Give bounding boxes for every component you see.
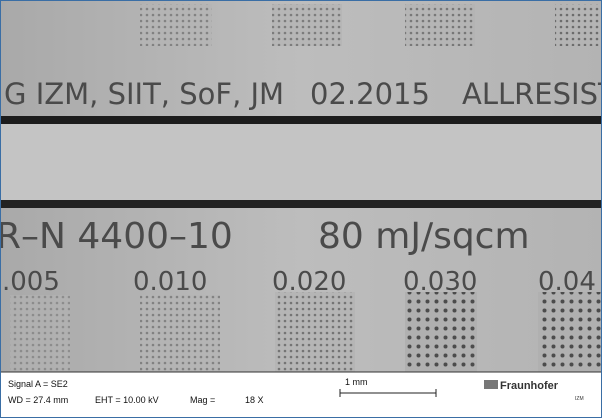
info-text: Mag = [190,395,215,405]
dark-band [0,116,602,124]
label-text: ALLRESIST [462,77,602,111]
dark-band [0,200,602,208]
page: G IZM, SIIT, SoF, JM 02.2015 ALLRESIST R… [0,0,602,418]
dose-label: 0.010 [133,267,207,297]
logo-mark [484,380,498,389]
dose-label: 0.04 [538,267,596,297]
dose-label: 0.020 [272,267,346,297]
info-text: 18 X [245,395,264,405]
logo-sub: IZM [575,396,584,402]
info-text: Signal A = SE2 [8,379,68,389]
label-text: R–N 4400–10 [0,216,233,257]
light-band [0,124,602,202]
label-text: 02.2015 [310,77,430,111]
dose-label: 0.030 [403,267,477,297]
info-bar [0,372,602,418]
label-text: 80 mJ/sqcm [318,216,530,257]
info-text: EHT = 10.00 kV [95,395,159,405]
info-text: WD = 27.4 mm [8,395,68,405]
dose-label: .005 [2,267,60,297]
scale-label: 1 mm [345,377,368,387]
label-text: G IZM, SIIT, SoF, JM [4,77,284,111]
logo-text: Fraunhofer [500,380,559,392]
sem-screenshot: G IZM, SIIT, SoF, JM 02.2015 ALLRESIST R… [0,0,602,418]
